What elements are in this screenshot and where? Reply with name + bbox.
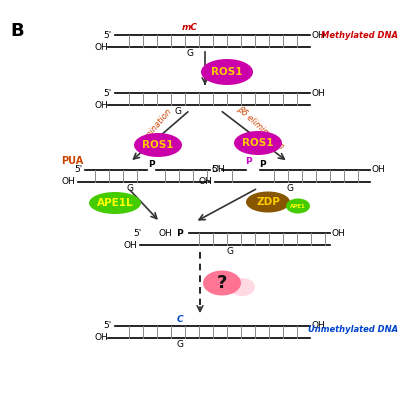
Text: G: G xyxy=(174,107,182,116)
Ellipse shape xyxy=(134,133,182,157)
Text: APE1L: APE1L xyxy=(97,198,133,208)
Text: Unmethylated DNA: Unmethylated DNA xyxy=(308,326,398,335)
Text: OH: OH xyxy=(372,166,386,175)
Text: ROS1: ROS1 xyxy=(142,140,174,150)
Text: 5': 5' xyxy=(134,229,142,238)
Text: G: G xyxy=(186,49,194,58)
Text: ZDP: ZDP xyxy=(256,197,280,207)
Text: βelimination: βelimination xyxy=(133,107,173,153)
Text: OH: OH xyxy=(94,42,108,51)
Text: OH: OH xyxy=(94,101,108,109)
Text: ROS1: ROS1 xyxy=(242,138,274,148)
Text: OH: OH xyxy=(332,229,346,238)
Text: OH: OH xyxy=(312,30,326,40)
Text: 5': 5' xyxy=(104,88,112,97)
Ellipse shape xyxy=(201,59,253,85)
Text: G: G xyxy=(126,184,134,193)
Text: βδ elimination: βδ elimination xyxy=(235,105,285,152)
Text: B: B xyxy=(10,22,24,40)
Text: 5': 5' xyxy=(104,30,112,40)
Text: Methylated DNA: Methylated DNA xyxy=(321,30,398,40)
Text: 5': 5' xyxy=(104,322,112,330)
Text: G: G xyxy=(286,184,294,193)
Text: P: P xyxy=(174,229,184,238)
Text: C: C xyxy=(177,315,183,324)
Text: mC: mC xyxy=(182,23,198,32)
Text: OH: OH xyxy=(198,177,212,187)
Text: ROS1: ROS1 xyxy=(211,67,243,77)
Text: P: P xyxy=(148,160,154,169)
Ellipse shape xyxy=(246,191,290,213)
Text: OH: OH xyxy=(212,166,226,175)
Ellipse shape xyxy=(229,278,255,296)
Text: P: P xyxy=(259,160,266,169)
Ellipse shape xyxy=(286,198,310,213)
Text: G: G xyxy=(176,340,184,349)
Text: OH: OH xyxy=(312,88,326,97)
Text: OH: OH xyxy=(123,240,137,250)
Ellipse shape xyxy=(89,192,141,214)
Ellipse shape xyxy=(234,131,282,155)
Text: OH: OH xyxy=(312,322,326,330)
Text: OH: OH xyxy=(61,177,75,187)
Text: PUA: PUA xyxy=(61,156,83,166)
Text: APE1: APE1 xyxy=(290,204,306,208)
Text: ?: ? xyxy=(217,274,227,292)
Text: G: G xyxy=(226,247,234,256)
Text: 5': 5' xyxy=(75,166,83,175)
Text: 5': 5' xyxy=(212,166,220,175)
Ellipse shape xyxy=(203,271,241,295)
Text: P: P xyxy=(245,157,251,166)
Text: OH: OH xyxy=(158,229,172,238)
Text: OH: OH xyxy=(94,333,108,343)
